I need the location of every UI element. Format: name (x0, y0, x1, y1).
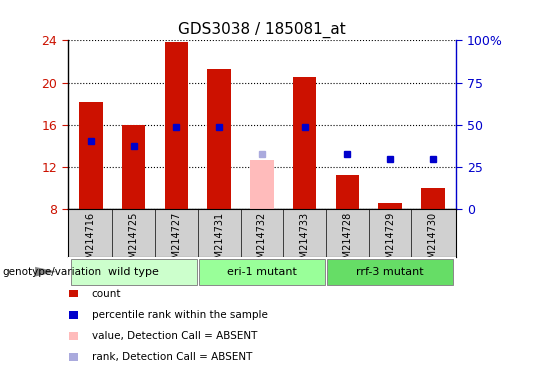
Bar (379, 203, 402, 209)
Text: percentile rank within the sample: percentile rank within the sample (92, 310, 268, 320)
Text: GSM214716: GSM214716 (86, 212, 96, 271)
Bar (122, 125, 145, 209)
Text: genotype/variation: genotype/variation (3, 266, 102, 277)
Text: rrf-3 mutant: rrf-3 mutant (356, 266, 424, 277)
Bar (79, 101, 103, 209)
Text: GSM214731: GSM214731 (214, 212, 224, 271)
Bar (165, 43, 188, 209)
Polygon shape (35, 267, 57, 276)
Bar (335, 175, 359, 209)
Text: value, Detection Call = ABSENT: value, Detection Call = ABSENT (92, 331, 257, 341)
Text: GSM214728: GSM214728 (342, 212, 353, 271)
Text: wild type: wild type (109, 266, 159, 277)
Bar (327, 259, 453, 285)
Bar (250, 160, 274, 209)
Text: GSM214732: GSM214732 (257, 212, 267, 271)
Bar (199, 259, 325, 285)
Title: GDS3038 / 185081_at: GDS3038 / 185081_at (178, 22, 346, 38)
Text: eri-1 mutant: eri-1 mutant (227, 266, 297, 277)
Text: rank, Detection Call = ABSENT: rank, Detection Call = ABSENT (92, 352, 252, 362)
Text: GSM214733: GSM214733 (300, 212, 309, 271)
Bar (71, 259, 197, 285)
Text: GSM214727: GSM214727 (171, 212, 181, 271)
Bar (207, 69, 231, 209)
Text: GSM214729: GSM214729 (385, 212, 395, 271)
Bar (421, 188, 444, 209)
Bar (69, 353, 78, 361)
Text: GSM214725: GSM214725 (129, 212, 139, 271)
Bar (69, 290, 78, 297)
Text: count: count (92, 289, 122, 299)
Bar (69, 311, 78, 319)
Bar (293, 77, 316, 209)
Bar (69, 332, 78, 339)
Text: GSM214730: GSM214730 (428, 212, 438, 271)
